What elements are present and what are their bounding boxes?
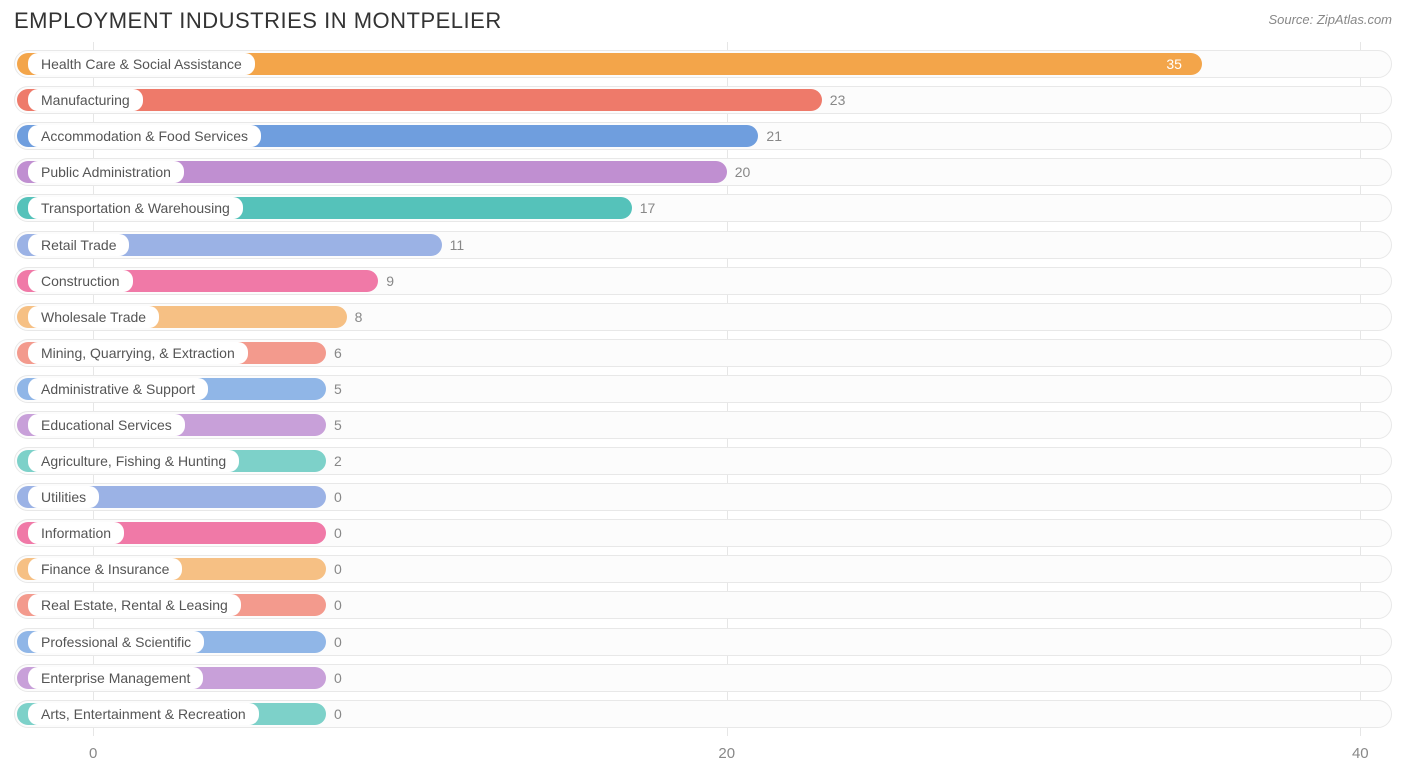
bar-row: Agriculture, Fishing & Hunting 2: [14, 447, 1392, 475]
bar-category-label: Professional & Scientific: [28, 631, 204, 653]
bar-value-label: 35: [1166, 56, 1182, 72]
x-tick-label: 40: [1352, 745, 1369, 762]
bar-row: Professional & Scientific 0: [14, 628, 1392, 656]
bar-category-label: Real Estate, Rental & Leasing: [28, 594, 241, 616]
bar-value-label: 0: [334, 597, 342, 613]
bar-row: Administrative & Support 5: [14, 375, 1392, 403]
bar-category-label: Retail Trade: [28, 234, 129, 256]
bar-row: Mining, Quarrying, & Extraction 6: [14, 339, 1392, 367]
bar-value-label: 0: [334, 525, 342, 541]
bar-value-label: 21: [766, 128, 782, 144]
bar-category-label: Transportation & Warehousing: [28, 197, 243, 219]
bars-wrap: Health Care & Social Assistance 35 Manufac…: [14, 42, 1392, 736]
bar-row: Finance & Insurance 0: [14, 555, 1392, 583]
bar-row: Real Estate, Rental & Leasing 0: [14, 591, 1392, 619]
bar-row: Utilities 0: [14, 483, 1392, 511]
bar-value-label: 11: [450, 237, 465, 253]
bar-value-label: 8: [355, 309, 363, 325]
bar-value-label: 9: [386, 273, 394, 289]
bar-category-label: Information: [28, 522, 124, 544]
bar-category-label: Agriculture, Fishing & Hunting: [28, 450, 239, 472]
bar-value-label: 2: [334, 453, 342, 469]
bar-value-label: 0: [334, 561, 342, 577]
bar-category-label: Manufacturing: [28, 89, 143, 111]
bar-value-label: 23: [830, 92, 846, 108]
bar-value-label: 17: [640, 200, 656, 216]
bar-category-label: Health Care & Social Assistance: [28, 53, 255, 75]
chart-title: EMPLOYMENT INDUSTRIES IN MONTPELIER: [14, 8, 502, 34]
bar-row: Public Administration 20: [14, 158, 1392, 186]
bar-category-label: Educational Services: [28, 414, 185, 436]
bar-value-label: 0: [334, 489, 342, 505]
bar-category-label: Construction: [28, 270, 133, 292]
chart-container: EMPLOYMENT INDUSTRIES IN MONTPELIER Sour…: [0, 0, 1406, 776]
bar-category-label: Finance & Insurance: [28, 558, 182, 580]
chart-source: Source: ZipAtlas.com: [1268, 12, 1392, 27]
bar-row: Enterprise Management 0: [14, 664, 1392, 692]
bar-row: Transportation & Warehousing 17: [14, 194, 1392, 222]
bar-row: Wholesale Trade 8: [14, 303, 1392, 331]
bar-row: Construction 9: [14, 267, 1392, 295]
bar-row: Retail Trade 11: [14, 231, 1392, 259]
bar-value-label: 6: [334, 345, 342, 361]
x-tick-label: 0: [89, 745, 97, 762]
bar-category-label: Wholesale Trade: [28, 306, 159, 328]
bar-value-label: 5: [334, 417, 342, 433]
bar-value-label: 0: [334, 706, 342, 722]
bar-value-label: 5: [334, 381, 342, 397]
bar-category-label: Enterprise Management: [28, 667, 203, 689]
bar-row: Arts, Entertainment & Recreation 0: [14, 700, 1392, 728]
plot-area: 02040Health Care & Social Assistance35Ma…: [14, 42, 1392, 736]
bar-category-label: Accommodation & Food Services: [28, 125, 261, 147]
bar-category-label: Public Administration: [28, 161, 184, 183]
bar-row: Health Care & Social Assistance 35: [14, 50, 1392, 78]
bar-category-label: Administrative & Support: [28, 378, 208, 400]
bar-row: Accommodation & Food Services 21: [14, 122, 1392, 150]
bar-value-label: 20: [735, 164, 751, 180]
bar-category-label: Arts, Entertainment & Recreation: [28, 703, 259, 725]
bar-value-label: 0: [334, 634, 342, 650]
bar-category-label: Mining, Quarrying, & Extraction: [28, 342, 248, 364]
x-tick-label: 20: [718, 745, 735, 762]
bar-category-label: Utilities: [28, 486, 99, 508]
bar-row: Information 0: [14, 519, 1392, 547]
bar-value-label: 0: [334, 670, 342, 686]
bar-row: Educational Services 5: [14, 411, 1392, 439]
bar-row: Manufacturing 23: [14, 86, 1392, 114]
